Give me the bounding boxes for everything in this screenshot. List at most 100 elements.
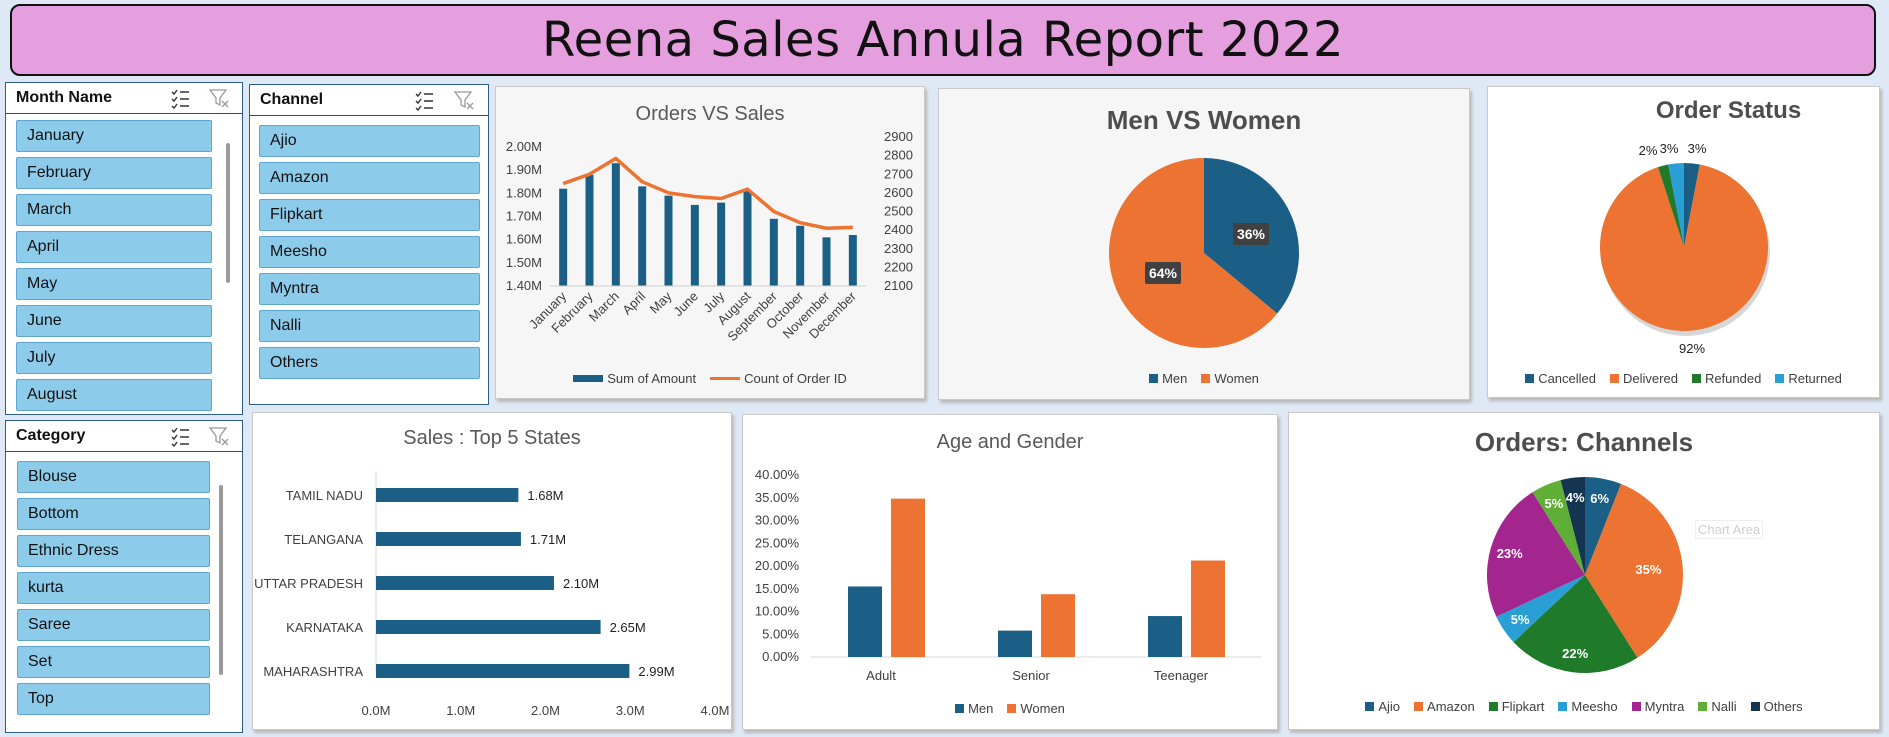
y-tick-label: 0.00% <box>762 649 799 664</box>
y-tick-label: 5.00% <box>762 626 799 641</box>
channel-slice <box>1532 480 1585 575</box>
slicer-item-april[interactable]: April <box>16 231 212 263</box>
slicer-item-february[interactable]: February <box>16 157 212 189</box>
slicer-item-january[interactable]: January <box>16 120 212 152</box>
status-slice <box>1668 163 1684 247</box>
status-slice <box>1658 164 1684 247</box>
legend-label: Amazon <box>1427 699 1475 714</box>
legend-item: Flipkart <box>1488 699 1544 714</box>
bar-sum-of-amount <box>664 195 673 286</box>
slicer-item-flipkart[interactable]: Flipkart <box>259 199 480 231</box>
legend-swatch <box>1698 702 1708 711</box>
legend-label: Women <box>1214 371 1259 386</box>
chart-legend: Men Women <box>743 701 1277 716</box>
slicer-item-nalli[interactable]: Nalli <box>259 310 480 342</box>
slicer-item-set[interactable]: Set <box>17 646 210 678</box>
legend-label: Others <box>1763 699 1803 714</box>
multi-select-icon[interactable] <box>169 87 191 109</box>
legend-label: Meesho <box>1571 699 1618 714</box>
bar-sum-of-amount <box>585 174 594 286</box>
bar-sum-of-amount <box>743 191 752 286</box>
slicer-item-top[interactable]: Top <box>17 683 210 715</box>
slicer-item-saree[interactable]: Saree <box>17 609 210 641</box>
report-title-banner: Reena Sales Annula Report 2022 <box>10 4 1876 76</box>
age-gender-bar <box>891 498 925 657</box>
multi-select-icon[interactable] <box>169 425 191 447</box>
category-label: MAHARASHTRA <box>263 664 363 679</box>
y-tick-label: 25.00% <box>755 535 800 550</box>
state-bar <box>376 532 521 546</box>
slicer-item-march[interactable]: March <box>16 194 212 226</box>
slicer-item-others[interactable]: Others <box>259 347 480 379</box>
bar-sum-of-amount <box>796 225 805 286</box>
state-bar <box>376 488 519 502</box>
slicer-item-july[interactable]: July <box>16 342 212 374</box>
x-tick-label: Teenager <box>1154 668 1209 683</box>
legend-label: Refunded <box>1704 371 1762 386</box>
data-label: 2.99M <box>638 664 674 679</box>
y-tick-label: 35.00% <box>755 490 800 505</box>
chart-title: Men VS Women <box>1106 105 1302 135</box>
slicer-item-ajio[interactable]: Ajio <box>259 125 480 157</box>
bar-sum-of-amount <box>559 188 568 286</box>
bar-sum-of-amount <box>690 204 699 286</box>
multi-select-icon[interactable] <box>413 89 435 111</box>
x-tick-label: March <box>586 289 622 325</box>
chart-title: Orders VS Sales <box>635 103 785 125</box>
month-slicer[interactable]: Month Name January February March April May J… <box>5 82 243 415</box>
category-label: TELANGANA <box>284 532 363 547</box>
clear-filter-icon[interactable] <box>208 425 230 447</box>
clear-filter-icon[interactable] <box>208 87 230 109</box>
legend-label: Delivered <box>1623 371 1678 386</box>
legend-item: Nalli <box>1698 699 1737 714</box>
month-slicer-scroll-thumb[interactable] <box>226 143 230 283</box>
x-tick-label: 4.0M <box>701 703 730 718</box>
data-label: 36% <box>1237 226 1266 242</box>
slicer-item-june[interactable]: June <box>16 305 212 337</box>
data-label: 23% <box>1497 546 1523 561</box>
category-slicer[interactable]: Category Blouse Bottom Ethnic Dress kurta Sa… <box>5 420 243 733</box>
orders-channels-chart: 6%35%22%5%23%5% 4% <box>1487 477 1683 673</box>
x-tick-label: 2.0M <box>531 703 560 718</box>
slicer-item-meesho[interactable]: Meesho <box>259 236 480 268</box>
slicer-item-blouse[interactable]: Blouse <box>17 461 210 493</box>
slicer-item-kurta[interactable]: kurta <box>17 572 210 604</box>
data-label: 22% <box>1562 646 1588 661</box>
slicer-item-amazon[interactable]: Amazon <box>259 162 480 194</box>
slicer-item-may[interactable]: May <box>16 268 212 300</box>
status-slice <box>1600 164 1768 331</box>
y-right-tick: 2600 <box>884 185 913 200</box>
slicer-item-august[interactable]: August <box>16 379 212 411</box>
legend-label: Count of Order ID <box>744 371 847 386</box>
slicer-item-bottom[interactable]: Bottom <box>17 498 210 530</box>
channel-slicer-title: Channel <box>260 91 324 108</box>
slicer-item-myntra[interactable]: Myntra <box>259 273 480 305</box>
top-states-panel[interactable]: Sales : Top 5 States TAMIL NADU 1.68M TELA… <box>252 412 732 730</box>
y-left-tick: 1.70M <box>506 209 542 224</box>
age-gender-panel[interactable]: Age and Gender 0.00% 5.00% 10.00% 15.00% 20.… <box>742 414 1278 730</box>
age-gender-bar <box>1148 616 1182 657</box>
clear-filter-icon[interactable] <box>453 89 475 111</box>
category-slicer-scroll-thumb[interactable] <box>219 485 223 675</box>
orders-channels-panel[interactable]: Orders: Channels 6% 35% 22% 5% 23% 5% 4% Chart… <box>1288 412 1880 730</box>
chart-title: Age and Gender <box>936 431 1084 453</box>
men-vs-women-chart: 36% 64% <box>1109 158 1299 348</box>
chart-title: Order Status <box>1655 97 1802 124</box>
data-label: 1.71M <box>530 532 566 547</box>
y-tick-label: 15.00% <box>755 581 800 596</box>
chart-title: Orders: Channels <box>1474 427 1694 457</box>
legend-swatch <box>1488 702 1498 711</box>
men-vs-women-panel[interactable]: Men VS Women 36% 64% Men Women <box>938 88 1470 400</box>
channel-slicer[interactable]: Channel Ajio Amazon Flipkart Meesho Myntra Na… <box>249 84 489 405</box>
legend-label: Returned <box>1788 371 1842 386</box>
data-label: 2.10M <box>563 576 599 591</box>
order-status-panel[interactable]: Order Status 3% 92% 2% 3% Cancelled Delivere… <box>1487 86 1880 398</box>
age-gender-bar <box>848 586 882 657</box>
legend-label: Men <box>968 701 994 716</box>
data-label: 3% <box>1660 141 1679 156</box>
slicer-item-ethnic-dress[interactable]: Ethnic Dress <box>17 535 210 567</box>
x-tick-label: 3.0M <box>616 703 645 718</box>
orders-vs-sales-panel[interactable]: Orders VS Sales 1.40M 1.50M 1.60M 1.70M 1.80… <box>495 86 925 399</box>
chart-area-tooltip: Chart Area <box>1695 520 1764 539</box>
legend-item: Cancelled <box>1525 371 1596 386</box>
